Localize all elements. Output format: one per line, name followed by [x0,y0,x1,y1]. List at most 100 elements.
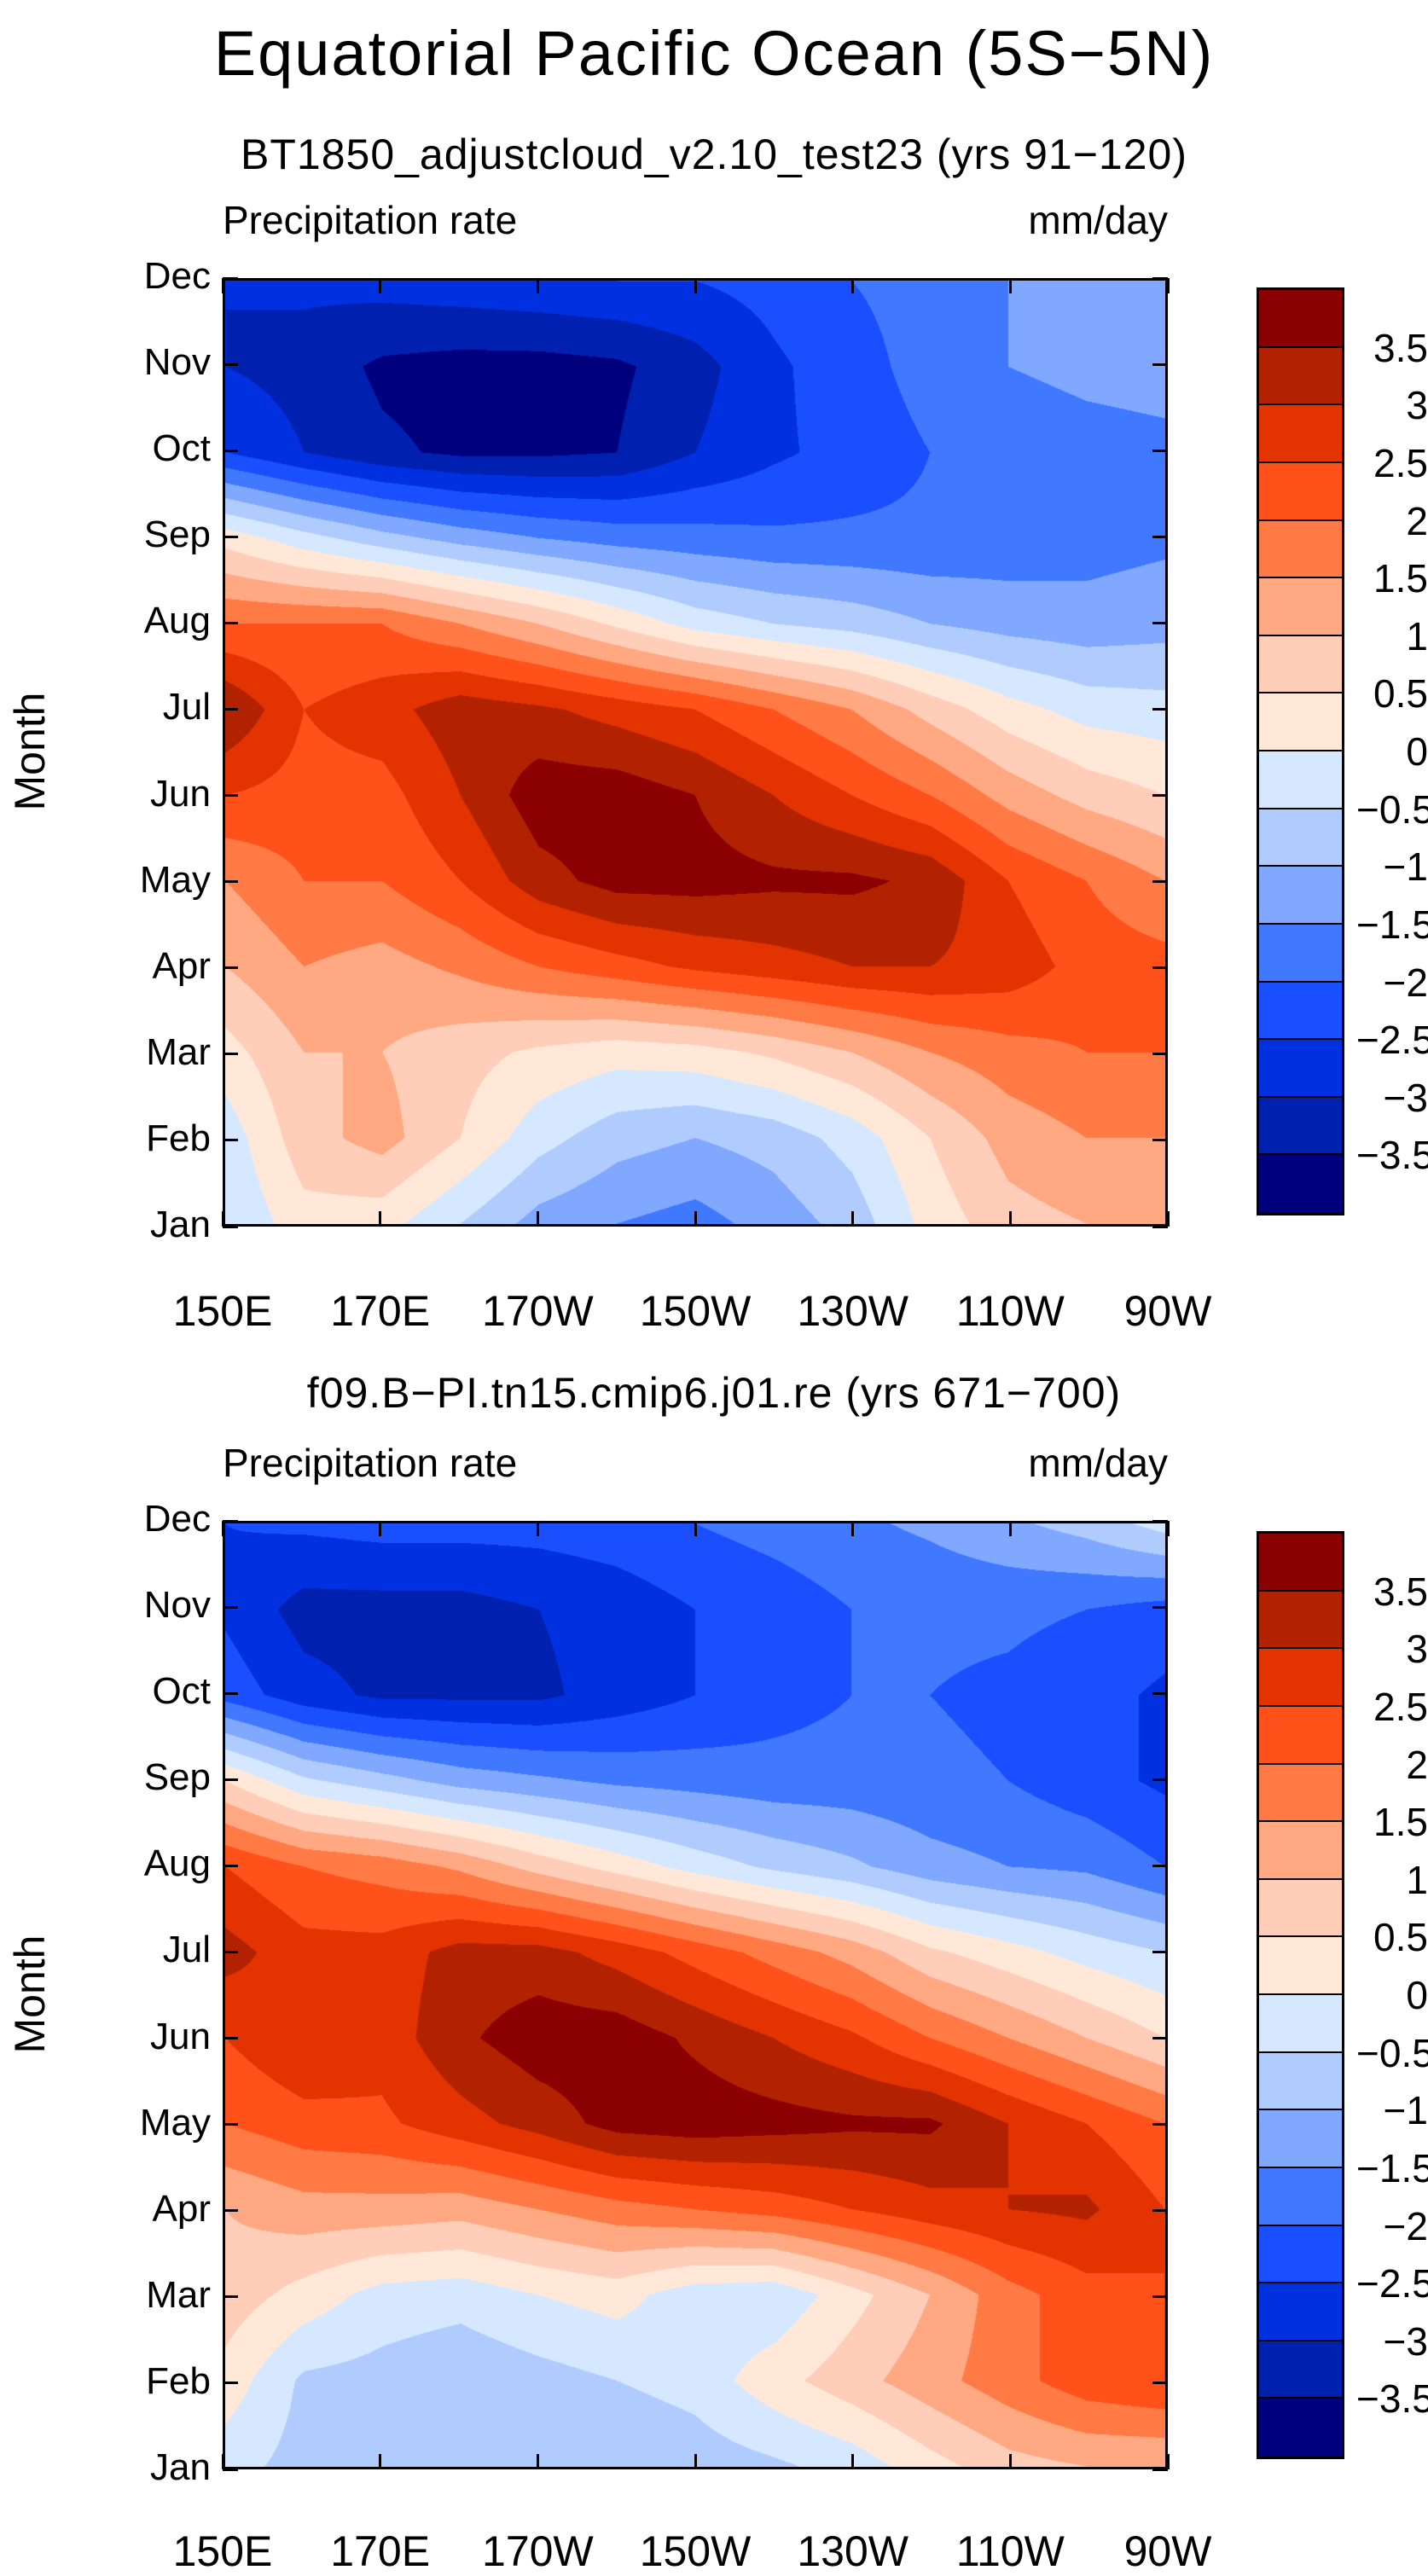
colorbar-swatch [1259,1649,1342,1707]
colorbar-swatch [1259,1040,1342,1098]
y-tick-mark [223,794,238,798]
y-tick-mark [223,1778,238,1781]
colorbar-swatch [1259,290,1342,348]
colorbar-swatch [1259,2052,1342,2111]
x-tick-label: 130W [797,1287,908,1335]
x-tick-label: 170W [482,2527,594,2575]
colorbar-swatch [1259,578,1342,636]
y-tick-mark [223,535,238,538]
colorbar-label: −1.5 [1356,902,1428,947]
y-tick-label: Oct [152,1670,211,1713]
colorbar-swatch [1259,2399,1342,2457]
y-tick-mark [1152,1139,1168,1142]
y-tick-mark [223,449,238,452]
colorbar-label: −3.5 [1356,2376,1428,2422]
colorbar-label: −2 [1383,960,1428,1005]
y-tick-label: May [139,2101,211,2144]
colorbar-label: 2.5 [1373,440,1428,485]
y-tick-label: Jun [150,2015,211,2057]
y-tick-mark [223,2037,238,2040]
y-axis-title: Month [6,692,54,811]
colorbar-label: −0.5 [1356,786,1428,832]
y-tick-mark [1152,2295,1168,2299]
x-tick-label: 170W [482,1287,594,1335]
y-tick-mark [223,1691,238,1695]
colorbar-label: 2.5 [1373,1684,1428,1729]
colorbar-label: 1 [1406,613,1428,659]
x-tick-label: 150W [639,1287,752,1335]
colorbar-swatch [1259,867,1342,925]
y-tick-mark [1152,1864,1168,1867]
y-tick-label: Jul [162,686,211,728]
colorbar-swatch [1259,1534,1342,1592]
x-tick-mark [536,278,539,293]
colorbar-swatch [1259,520,1342,579]
y-tick-label: Nov [143,1584,211,1627]
x-tick-label: 90W [1123,2527,1212,2575]
colorbar [1257,287,1344,1215]
heatmap-contour-fill [225,1523,1165,2467]
y-tick-mark [1152,794,1168,798]
colorbar-label: −2 [1383,2203,1428,2248]
colorbar-swatch [1259,635,1342,694]
y-tick-mark [223,1519,238,1523]
colorbar-label: 3.5 [1373,325,1428,370]
y-axis-title: Month [6,1935,54,2054]
x-tick-mark [694,1211,697,1227]
variable-label: Precipitation rate [223,198,518,242]
colorbar-label: −1 [1383,2088,1428,2133]
y-tick-mark [1152,880,1168,884]
y-tick-mark [1152,535,1168,538]
y-tick-mark [223,363,238,366]
y-tick-mark [223,1139,238,1142]
y-tick-mark [1152,1519,1168,1523]
x-tick-mark [536,1521,539,1536]
y-tick-mark [1152,621,1168,624]
colorbar-label: −2.5 [1356,1018,1428,1063]
x-tick-mark [1008,1521,1012,1536]
colorbar-label: −0.5 [1356,2030,1428,2075]
x-tick-mark [851,1211,855,1227]
y-tick-mark [1152,1605,1168,1609]
colorbar-swatch [1259,2341,1342,2399]
colorbar-swatch [1259,751,1342,809]
colorbar-label: 2 [1406,1742,1428,1787]
colorbar-label: 1.5 [1373,1800,1428,1845]
colorbar-swatch [1259,1822,1342,1880]
colorbar-swatch [1259,347,1342,406]
colorbar-label: −3 [1383,2318,1428,2364]
x-tick-mark [379,1521,382,1536]
x-tick-label: 110W [955,1287,1065,1335]
y-tick-label: Oct [152,427,211,470]
y-tick-mark [223,1864,238,1867]
chart-subtitle: BT1850_adjustcloud_v2.10_test23 (yrs 91−… [241,131,1187,178]
x-tick-mark [851,2454,855,2469]
colorbar-label: −3.5 [1356,1133,1428,1178]
x-tick-mark [694,2454,697,2469]
y-tick-mark [1152,2037,1168,2040]
y-tick-label: Aug [143,600,211,642]
x-tick-label: 170E [330,2527,431,2575]
y-tick-mark [223,2209,238,2213]
y-tick-label: Mar [146,2273,211,2316]
colorbar-swatch [1259,1764,1342,1823]
x-tick-mark [536,2454,539,2469]
heatmap-plot-area [223,1521,1168,2469]
x-tick-label: 130W [797,2527,908,2575]
colorbar-swatch [1259,462,1342,521]
colorbar-swatch [1259,1937,1342,1995]
colorbar-label: −1 [1383,844,1428,890]
colorbar-label: 0 [1406,1973,1428,2017]
y-tick-label: Nov [143,341,211,384]
y-tick-label: Apr [152,2187,211,2230]
colorbar-swatch [1259,2283,1342,2341]
y-tick-mark [223,2123,238,2126]
heatmap-plot-area [223,278,1168,1227]
x-tick-mark [851,278,855,293]
y-tick-label: May [139,858,211,901]
colorbar-label: −1.5 [1356,2145,1428,2190]
x-tick-mark [1008,1211,1012,1227]
x-tick-mark [694,1521,697,1536]
y-tick-label: Jun [150,772,211,815]
colorbar-swatch [1259,2167,1342,2226]
